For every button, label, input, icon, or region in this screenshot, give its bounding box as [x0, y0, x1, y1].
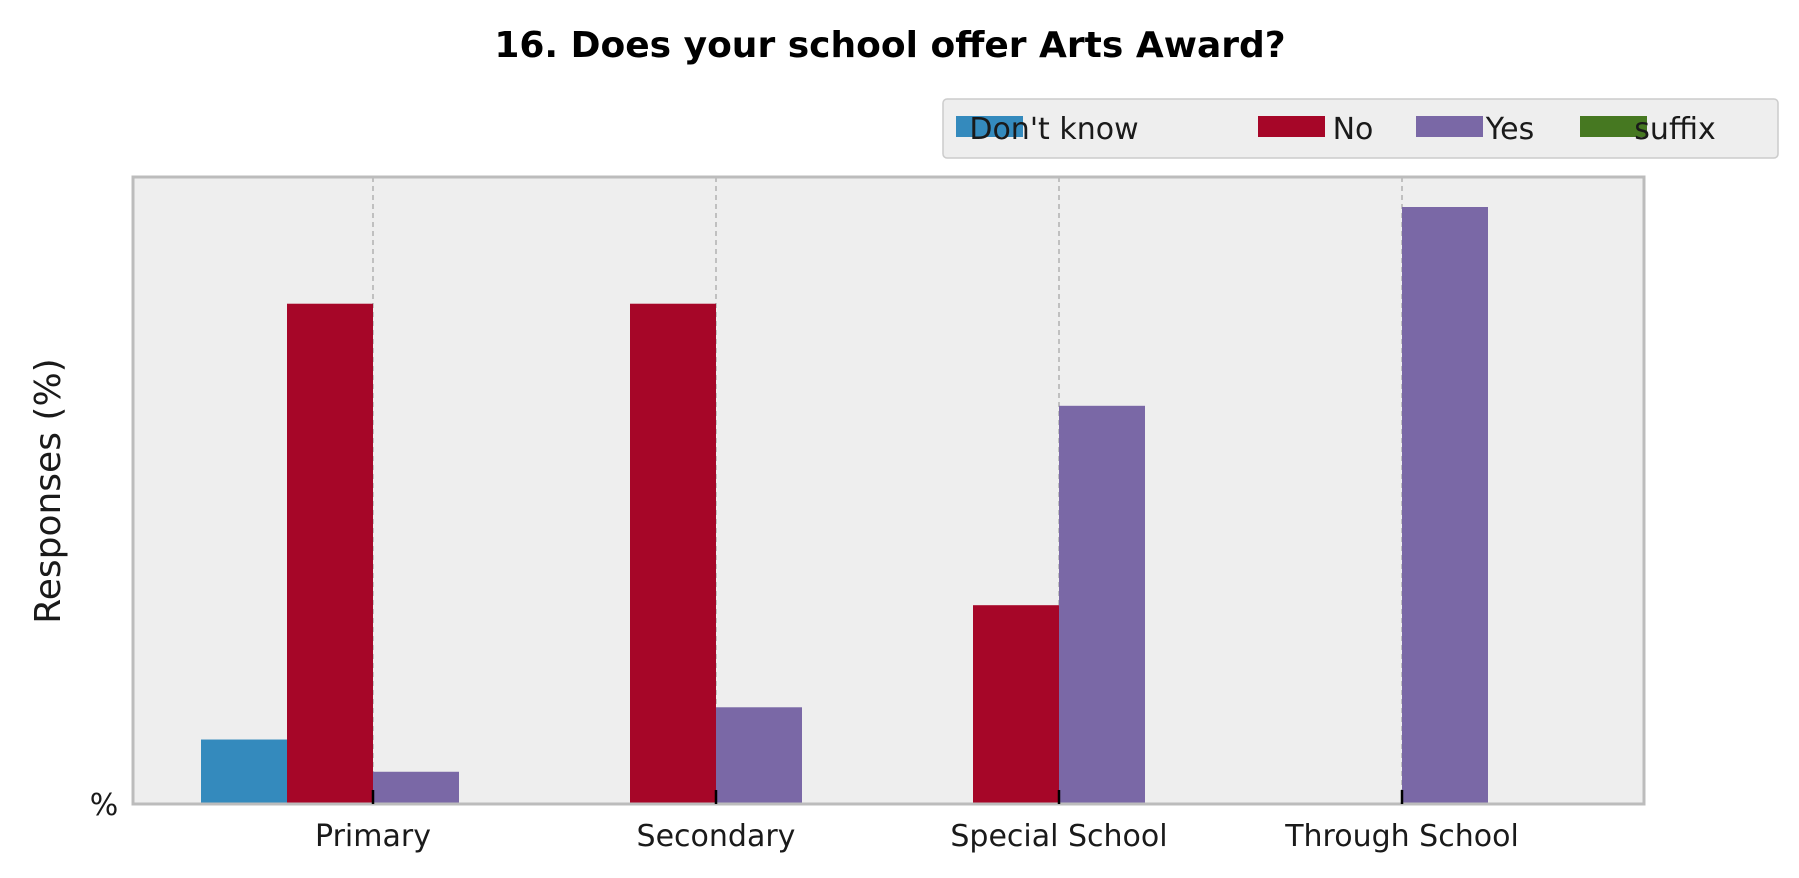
legend: Don't know No Yes suffix — [942, 98, 1779, 159]
legend-frame — [942, 98, 1779, 159]
legend-swatch — [956, 116, 1023, 137]
x-tick-label: Special School — [950, 819, 1167, 854]
y-tick-label: % — [90, 788, 119, 823]
bar — [373, 771, 459, 804]
plot-frame — [131, 175, 1646, 806]
chart-title: 16. Does your school offer Arts Award? — [494, 25, 1285, 66]
bar — [973, 605, 1059, 804]
legend-label: No — [1333, 112, 1374, 147]
bar — [1402, 207, 1488, 804]
bar — [201, 739, 287, 804]
x-tick-label: Through School — [1284, 819, 1519, 854]
legend-label: Don't know — [969, 112, 1138, 147]
bar — [1059, 405, 1145, 804]
legend-swatch — [1416, 116, 1483, 137]
x-axis: Primary Secondary Special School Through Sc… — [315, 790, 1519, 854]
bar — [716, 707, 802, 804]
plot-area — [133, 177, 1644, 804]
bars — [201, 207, 1488, 804]
legend-swatch — [1258, 116, 1325, 137]
y-axis-label: Responses (%) — [28, 358, 69, 623]
legend-swatch — [1580, 116, 1647, 137]
x-tick-label: Secondary — [637, 819, 796, 854]
legend-label: suffix — [1634, 112, 1715, 147]
x-tick-label: Primary — [315, 819, 431, 854]
bar — [287, 303, 373, 804]
legend-label: Yes — [1485, 112, 1534, 147]
bar — [630, 303, 716, 804]
